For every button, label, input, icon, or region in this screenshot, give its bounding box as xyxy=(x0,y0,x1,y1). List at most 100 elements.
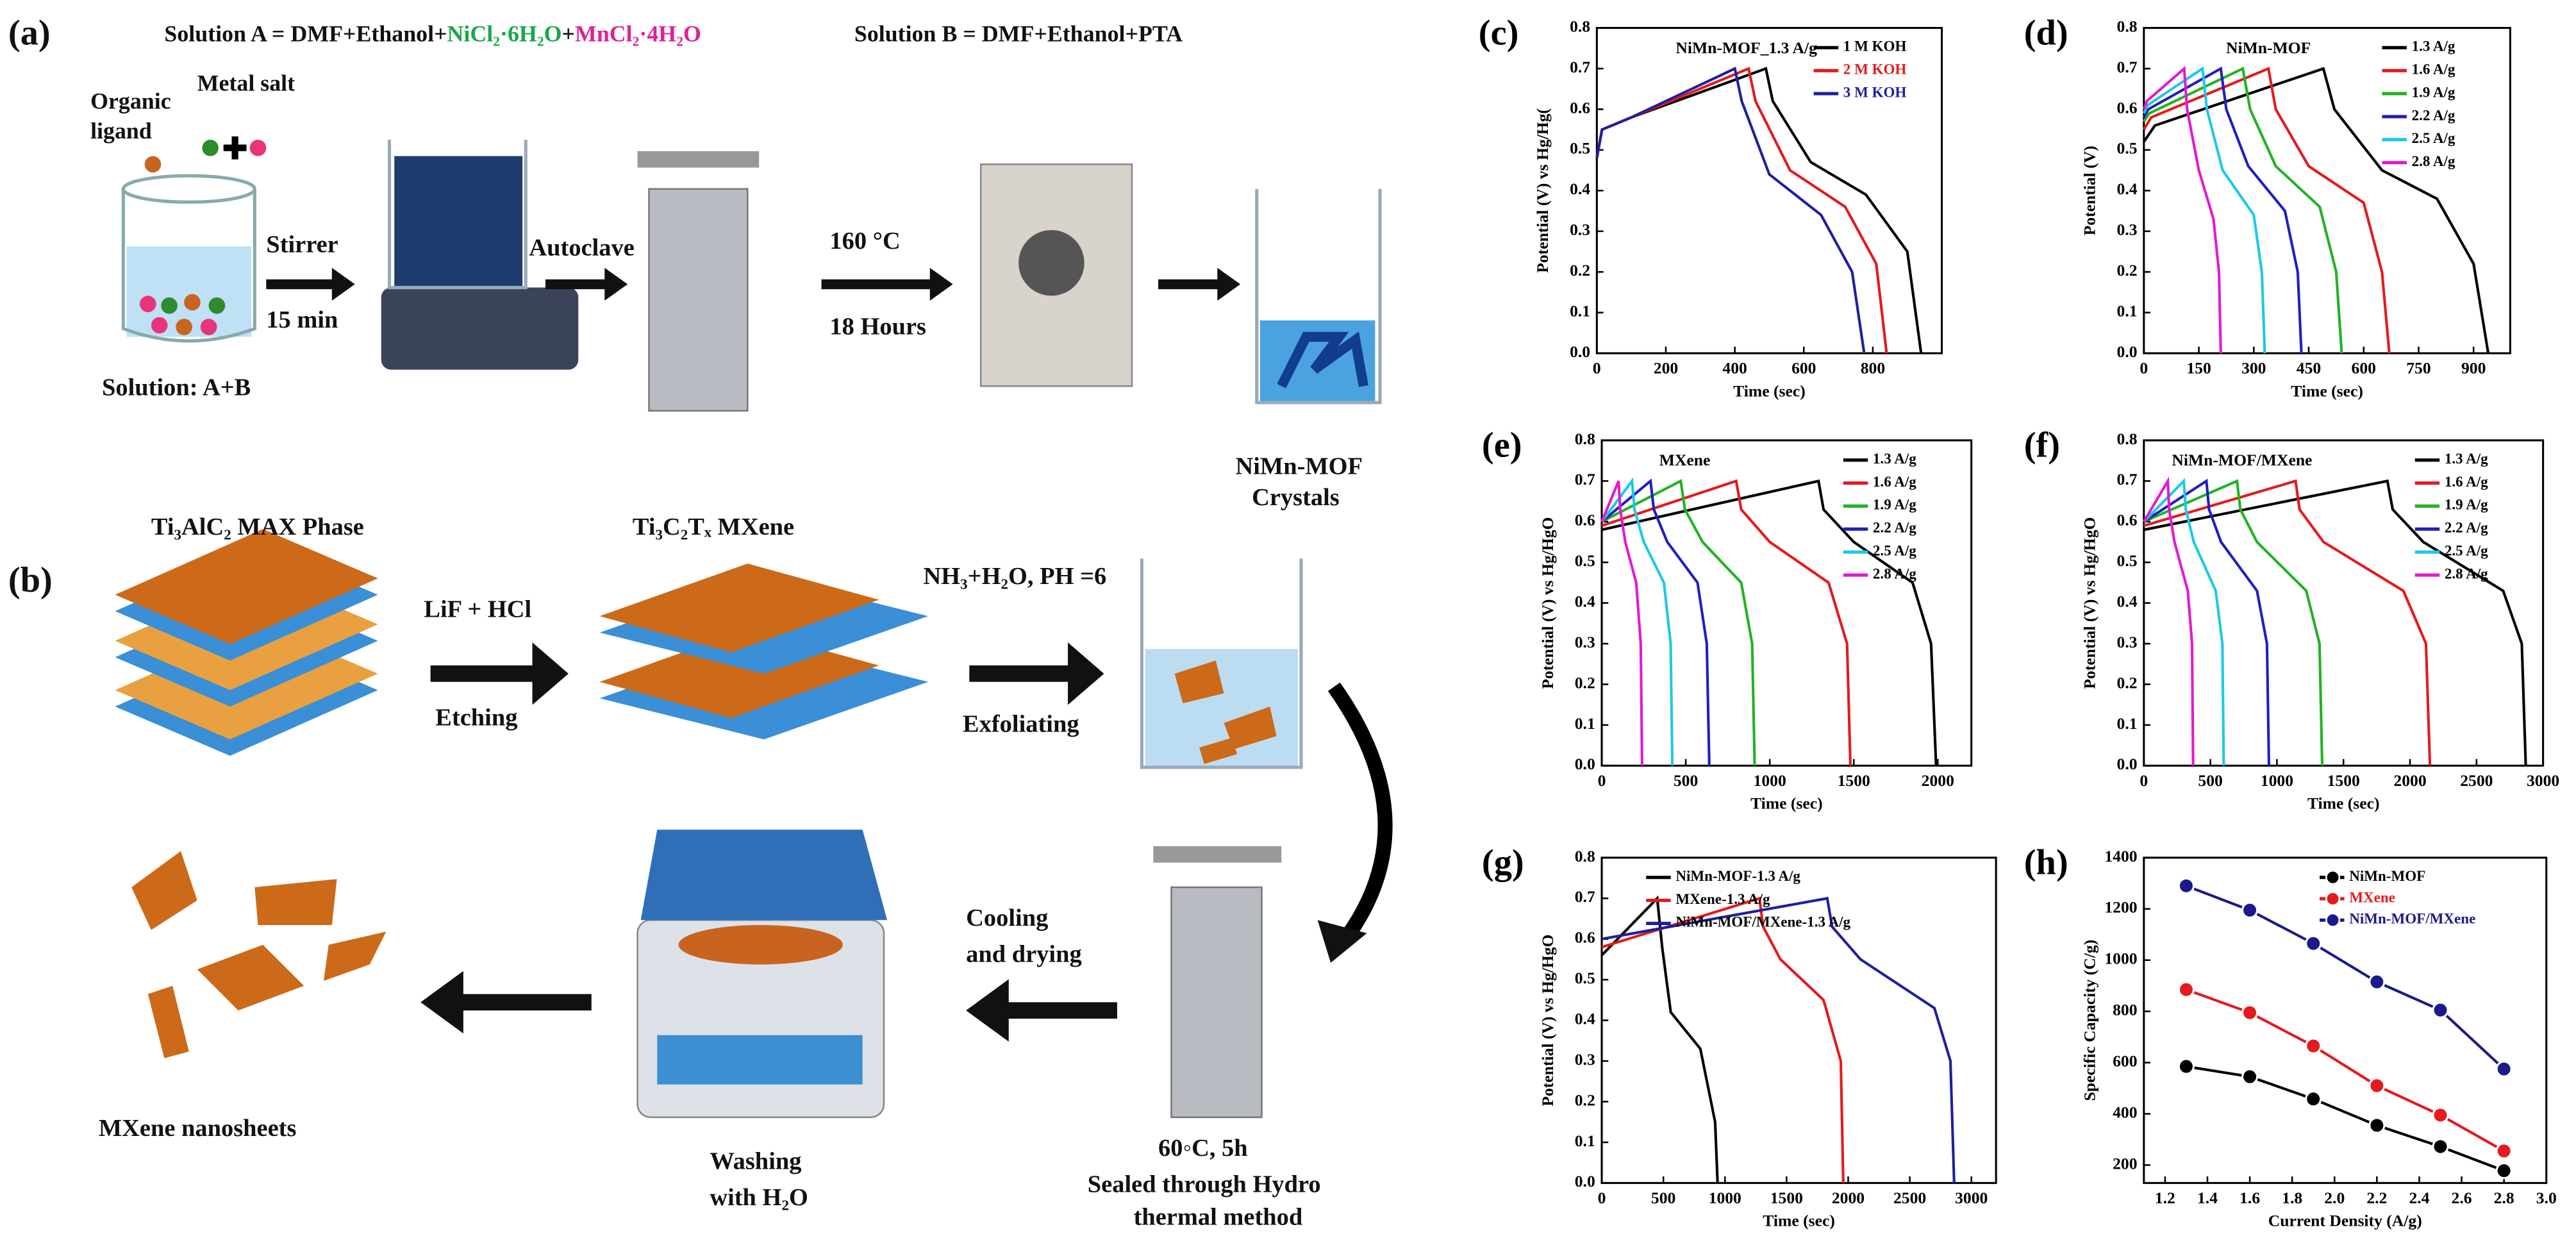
series-line xyxy=(1600,895,1719,1183)
series-line xyxy=(1595,67,1866,354)
x-tick-label: 2000 xyxy=(1922,771,1954,790)
legend-marker xyxy=(2325,912,2341,928)
x-axis-title: Time (sec) xyxy=(1733,381,1806,400)
x-tick-label: 2.0 xyxy=(2324,1189,2345,1207)
chart: 0 200 400 600 800 0.0 0.1 0.2 0.3 0.4 0.5 0.6 0.7 0.8… xyxy=(1479,13,1943,400)
series-line xyxy=(2143,476,2195,766)
y-tick-label: 0.1 xyxy=(1570,301,1590,320)
data-point xyxy=(2495,1142,2513,1160)
series-line xyxy=(1595,67,1888,354)
y-tick-label: 0.2 xyxy=(1570,261,1590,280)
diagram-label: NiMn-MOF xyxy=(1235,453,1363,480)
panel-label: (e) xyxy=(1482,426,1522,465)
diagram-label: 60◦C, 5h xyxy=(1158,1135,1248,1162)
y-tick-label: 1400 xyxy=(2104,847,2137,865)
data-point xyxy=(2495,1060,2513,1078)
x-tick-label: 2.4 xyxy=(2409,1189,2429,1207)
data-point xyxy=(2177,981,2195,998)
schematic xyxy=(115,136,1393,1119)
y-tick-label: 0.2 xyxy=(2117,673,2138,692)
data-point xyxy=(2368,1077,2386,1094)
y-tick-label: 200 xyxy=(2113,1154,2137,1173)
y-tick-label: 1200 xyxy=(2104,898,2137,917)
arrow xyxy=(966,979,1117,1042)
diagram-label: Solution B = DMF+Ethanol+PTA xyxy=(854,21,1183,47)
y-axis-title: Potential (V) vs Hg/HgO xyxy=(1538,935,1557,1106)
series-line xyxy=(2143,479,2432,766)
y-tick-label: 0.1 xyxy=(2117,301,2138,320)
diagram-label: Ti₃C₂Tₓ MXene xyxy=(633,513,794,540)
series-line xyxy=(2143,67,2490,354)
x-tick-label: 450 xyxy=(2297,359,2321,378)
panel-label: (f) xyxy=(2024,426,2060,465)
y-tick-label: 0.8 xyxy=(1575,430,1595,448)
data-point xyxy=(2432,1001,2449,1019)
solution-a: Solution A = DMF+Ethanol+NiCl₂·6H₂O+MnCl… xyxy=(164,21,701,47)
formula-part: + xyxy=(562,21,575,47)
x-axis-title: Time (sec) xyxy=(2307,794,2380,813)
diagram-label: 160 °C xyxy=(829,228,900,255)
legend-label: 1.9 A/g xyxy=(2412,83,2456,100)
series-line xyxy=(2143,66,2343,354)
data-point xyxy=(2241,901,2259,919)
diagram-label: MXene nanosheets xyxy=(99,1115,297,1142)
diagram-label: thermal method xyxy=(1134,1204,1303,1231)
x-tick-label: 2500 xyxy=(1893,1189,1926,1207)
x-tick-label: 200 xyxy=(1654,359,1678,378)
legend-label: 2.8 A/g xyxy=(2445,565,2488,581)
panel-label: (g) xyxy=(1482,843,1524,883)
diagram-label: Organic xyxy=(90,88,171,114)
series-line xyxy=(2142,66,2266,354)
legend-label: NiMn-MOF xyxy=(2349,867,2425,884)
arrow-head xyxy=(1317,920,1367,963)
legend-label: 1.3 A/g xyxy=(2412,38,2456,54)
y-axis-title: Potential (V) vs Hg/HgO xyxy=(2081,517,2099,689)
formula-part: NiCl₂·6H₂O xyxy=(447,21,562,47)
x-tick-label: 1000 xyxy=(1709,1189,1741,1207)
x-tick-label: 500 xyxy=(2198,771,2222,790)
series-line xyxy=(1601,479,1938,766)
legend-label: 1.6 A/g xyxy=(2445,473,2488,490)
chart: 1.2 1.4 1.6 1.8 2.0 2.2 2.4 2.6 2.8 3.0 200 400 600 8… xyxy=(2024,843,2557,1230)
data-point xyxy=(2368,973,2386,990)
x-axis-title: Time (sec) xyxy=(1750,794,1823,813)
arrow xyxy=(430,642,569,705)
y-tick-label: 0.7 xyxy=(1575,470,1595,488)
centrifuge-lid xyxy=(640,830,888,921)
legend-label: 2.2 A/g xyxy=(1873,519,1916,536)
y-tick-label: 0.0 xyxy=(2117,755,2138,773)
y-tick-label: 0.3 xyxy=(1570,221,1590,239)
y-tick-label: 0.5 xyxy=(2117,139,2138,158)
diagram-label: 18 Hours xyxy=(829,313,926,340)
x-tick-label: 1.2 xyxy=(2155,1189,2175,1207)
series-line xyxy=(2143,479,2527,766)
chart: 0 500 1000 1500 2000 0.0 0.1 0.2 0.3 0.4 0.5 0.6 0.7… xyxy=(1482,426,1973,813)
x-tick-label: 1500 xyxy=(2327,771,2360,790)
y-tick-label: 0.8 xyxy=(2117,17,2138,35)
y-tick-label: 0.3 xyxy=(2117,633,2138,651)
legend-label: 2.2 A/g xyxy=(2412,106,2456,123)
legend-label: 2.5 A/g xyxy=(2412,129,2456,146)
x-tick-label: 600 xyxy=(1791,359,1816,378)
x-tick-label: 2000 xyxy=(2393,771,2426,790)
legend-label: 3 M KOH xyxy=(1843,83,1907,100)
y-tick-label: 1000 xyxy=(2104,949,2137,968)
diagram-label: Metal salt xyxy=(197,71,295,96)
legend-label: 1 M KOH xyxy=(1843,38,1907,54)
y-tick-label: 0.5 xyxy=(1575,969,1595,987)
series-line xyxy=(1600,478,1711,766)
panel-label: (c) xyxy=(1479,13,1519,53)
series-line xyxy=(1601,896,1956,1183)
flakes xyxy=(1174,660,1277,764)
x-tick-label: 0 xyxy=(2140,359,2148,378)
y-tick-label: 0.6 xyxy=(2117,511,2138,530)
stirred-solution xyxy=(394,156,523,288)
y-tick-label: 0.6 xyxy=(1570,98,1590,117)
diagram-label: Ti₃AlC₂ MAX Phase xyxy=(151,513,364,540)
y-tick-label: 0.1 xyxy=(1575,1131,1595,1150)
arrow xyxy=(545,267,628,301)
y-tick-label: 0.2 xyxy=(1575,673,1595,692)
y-tick-label: 800 xyxy=(2113,1001,2137,1019)
y-tick-label: 0.6 xyxy=(1575,928,1595,947)
y-tick-label: 0.0 xyxy=(1575,755,1595,773)
